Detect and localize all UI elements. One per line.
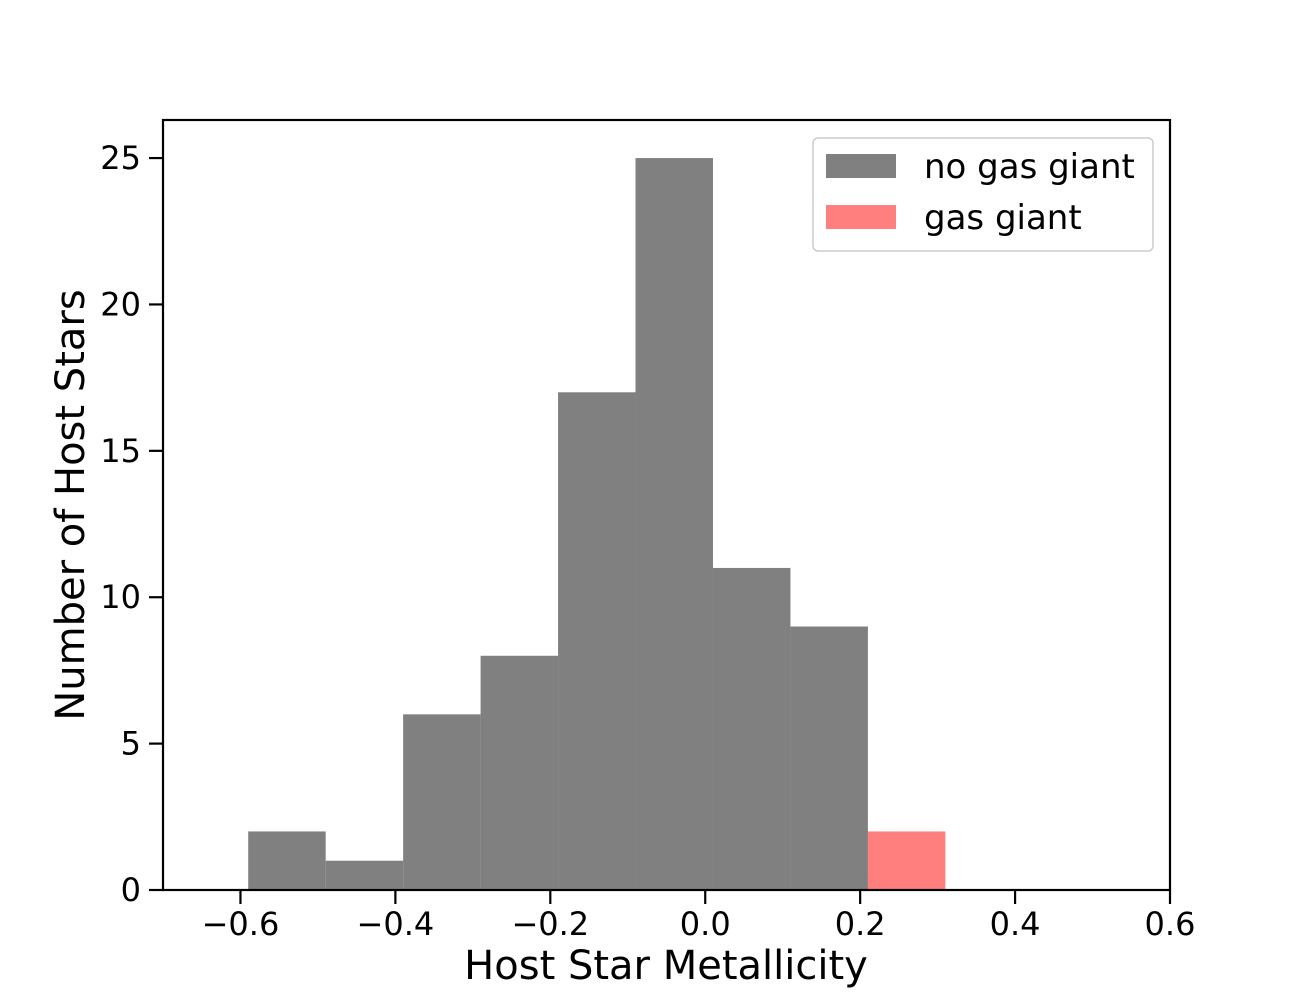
y-axis: 0 5 10 15 20 25: [100, 139, 163, 909]
legend-swatch-no-gas-giant: [826, 154, 896, 178]
x-tick-label: 0.0: [680, 905, 731, 943]
bar-no-gas-giant-4: [558, 392, 636, 890]
bar-no-gas-giant-0: [248, 831, 326, 890]
y-tick-label: 25: [100, 139, 141, 177]
bar-no-gas-giant-7: [790, 626, 868, 890]
y-tick-label: 5: [121, 725, 141, 763]
legend-box: [812, 137, 1154, 252]
plot-frame: [161, 118, 1172, 892]
x-axis-label: Host Star Metallicity: [464, 943, 868, 989]
x-tick-label: 0.2: [835, 905, 886, 943]
x-tick-label: 0.4: [990, 905, 1041, 943]
bar-no-gas-giant-6: [712, 567, 791, 890]
legend: no gas giant gas giant: [812, 137, 1154, 252]
x-tick-label: −0.4: [357, 905, 435, 943]
y-tick-label: 15: [100, 432, 141, 470]
legend-label-gas-giant: gas giant: [924, 198, 1082, 238]
y-tick-label: 0: [121, 871, 141, 909]
x-tick-label: 0.6: [1145, 905, 1196, 943]
x-axis: −0.6 −0.4 −0.2 0.0 0.2 0.4 0.6: [202, 890, 1196, 943]
y-tick-label: 20: [100, 285, 141, 323]
bar-no-gas-giant-5: [635, 158, 713, 890]
bar-no-gas-giant-3: [480, 655, 559, 890]
bar-gas-giant-0: [867, 831, 946, 890]
legend-swatch-gas-giant: [826, 205, 896, 229]
y-tick-label: 10: [100, 578, 141, 616]
bar-no-gas-giant-2: [403, 714, 481, 890]
legend-label-no-gas-giant: no gas giant: [924, 147, 1135, 187]
bar-no-gas-giant-1: [325, 860, 404, 890]
y-axis-label: Number of Host Stars: [48, 289, 94, 720]
x-tick-label: −0.2: [511, 905, 589, 943]
bars-layer: [248, 158, 946, 890]
x-tick-label: −0.6: [202, 905, 280, 943]
